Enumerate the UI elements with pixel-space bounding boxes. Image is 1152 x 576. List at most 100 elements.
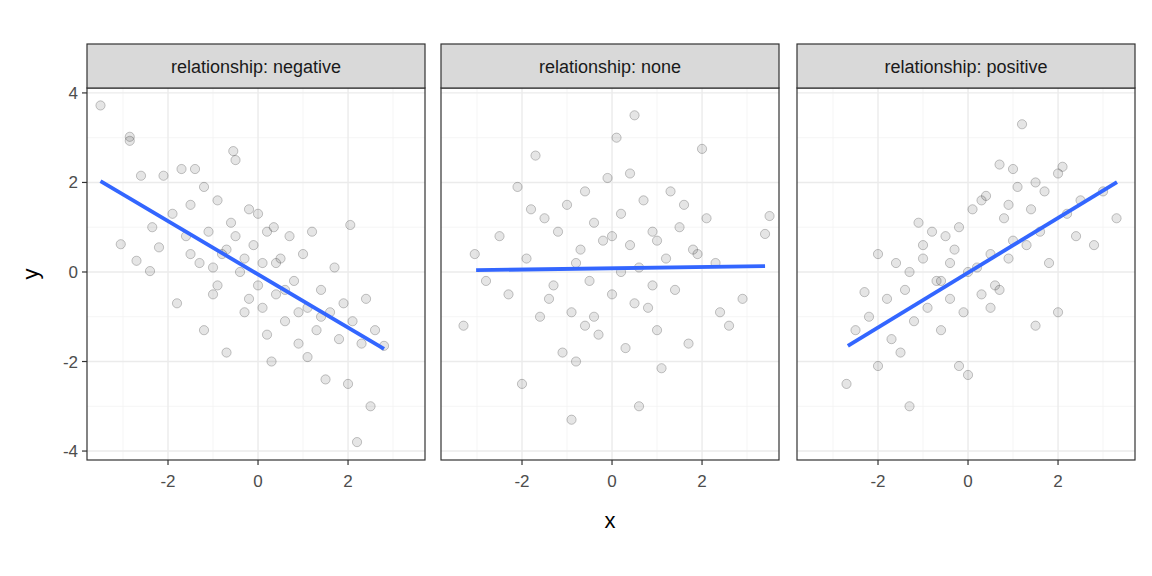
point bbox=[968, 205, 977, 214]
point bbox=[513, 182, 522, 191]
point bbox=[1044, 258, 1053, 267]
point bbox=[540, 214, 549, 223]
tick-label: -2 bbox=[160, 472, 175, 491]
point bbox=[905, 402, 914, 411]
grid-line bbox=[797, 182, 1135, 183]
point bbox=[598, 236, 607, 245]
tick bbox=[167, 460, 168, 465]
point bbox=[172, 299, 181, 308]
point bbox=[330, 263, 339, 272]
point bbox=[936, 326, 945, 335]
minor-grid-line bbox=[797, 227, 1135, 228]
point bbox=[199, 182, 208, 191]
tick-label: 4 bbox=[69, 84, 78, 103]
grid-line bbox=[87, 182, 425, 183]
point bbox=[1008, 164, 1017, 173]
point bbox=[154, 243, 163, 252]
grid-line bbox=[87, 92, 425, 93]
point bbox=[724, 321, 733, 330]
point bbox=[900, 285, 909, 294]
point bbox=[612, 133, 621, 142]
regression-line bbox=[848, 182, 1117, 346]
point bbox=[186, 249, 195, 258]
point bbox=[132, 256, 141, 265]
point bbox=[204, 227, 213, 236]
point bbox=[896, 348, 905, 357]
point bbox=[312, 326, 321, 335]
point bbox=[208, 290, 217, 299]
minor-grid bbox=[441, 88, 779, 460]
point bbox=[267, 357, 276, 366]
point bbox=[213, 196, 222, 205]
tick bbox=[877, 460, 878, 465]
panel: relationship: none-202x bbox=[441, 44, 779, 533]
point bbox=[253, 209, 262, 218]
point bbox=[229, 147, 238, 156]
point bbox=[562, 200, 571, 209]
point bbox=[873, 361, 882, 370]
grid-line bbox=[441, 450, 779, 451]
tick-label: 0 bbox=[69, 263, 78, 282]
point bbox=[860, 288, 869, 297]
point bbox=[366, 402, 375, 411]
point bbox=[765, 211, 774, 220]
tick bbox=[82, 450, 87, 451]
tick bbox=[82, 271, 87, 272]
point bbox=[346, 220, 355, 229]
grid-line bbox=[87, 361, 425, 362]
minor-grid bbox=[87, 88, 425, 460]
minor-grid-line bbox=[1103, 88, 1104, 460]
tick-label: -2 bbox=[514, 472, 529, 491]
point bbox=[995, 285, 1004, 294]
minor-grid-line bbox=[87, 137, 425, 138]
tick-label: -2 bbox=[870, 472, 885, 491]
point bbox=[370, 326, 379, 335]
marks bbox=[459, 111, 774, 425]
point bbox=[294, 308, 303, 317]
point bbox=[995, 160, 1004, 169]
point bbox=[240, 254, 249, 263]
point bbox=[544, 294, 553, 303]
point bbox=[936, 276, 945, 285]
point bbox=[999, 214, 1008, 223]
grid-line bbox=[167, 88, 168, 460]
point bbox=[941, 232, 950, 241]
point bbox=[679, 200, 688, 209]
tick bbox=[347, 460, 348, 465]
regression-line bbox=[476, 266, 765, 270]
minor-grid-line bbox=[213, 88, 214, 460]
minor-grid-line bbox=[393, 88, 394, 460]
point bbox=[909, 317, 918, 326]
point bbox=[352, 437, 361, 446]
tick-label: 2 bbox=[697, 472, 706, 491]
minor-grid-line bbox=[87, 316, 425, 317]
point bbox=[851, 326, 860, 335]
tick bbox=[967, 460, 968, 465]
point bbox=[684, 339, 693, 348]
point bbox=[621, 343, 630, 352]
point bbox=[873, 249, 882, 258]
minor-grid-line bbox=[1013, 88, 1014, 460]
y-axis-label: y bbox=[18, 269, 43, 280]
regression-line bbox=[101, 181, 385, 349]
point bbox=[661, 254, 670, 263]
point bbox=[905, 267, 914, 276]
point bbox=[652, 236, 661, 245]
point bbox=[186, 200, 195, 209]
minor-grid-line bbox=[567, 88, 568, 460]
point bbox=[887, 335, 896, 344]
point bbox=[235, 267, 244, 276]
tick bbox=[82, 92, 87, 93]
point bbox=[504, 290, 513, 299]
point bbox=[977, 290, 986, 299]
point bbox=[567, 415, 576, 424]
x-axis-label: x bbox=[605, 508, 616, 533]
marks bbox=[96, 101, 389, 447]
point bbox=[625, 169, 634, 178]
point bbox=[343, 379, 352, 388]
point bbox=[361, 294, 370, 303]
panel: relationship: positive-202 bbox=[797, 44, 1135, 491]
point bbox=[190, 164, 199, 173]
point bbox=[249, 241, 258, 250]
point bbox=[977, 196, 986, 205]
